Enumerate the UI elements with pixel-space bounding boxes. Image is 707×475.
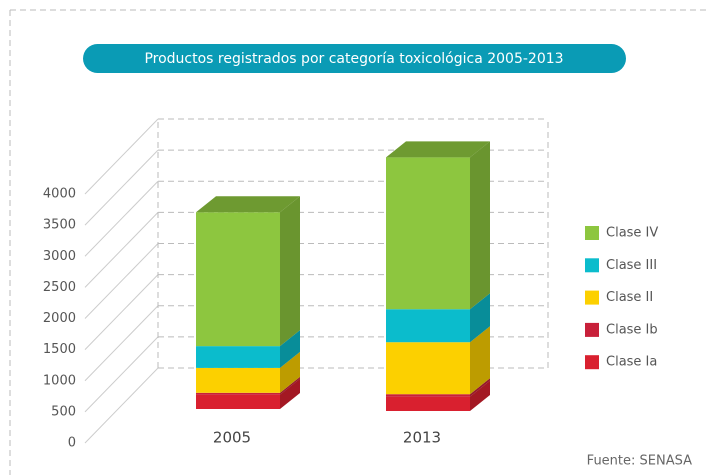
grid-diagonal [84, 212, 159, 288]
grid-diagonal [84, 305, 159, 382]
legend-swatch [585, 290, 599, 305]
bar-side [470, 380, 490, 411]
legend-label: Clase II [606, 290, 653, 305]
x-tick-label: 2005 [213, 429, 251, 447]
y-tick-label: 1500 [43, 342, 76, 357]
bar-segment [196, 346, 280, 368]
bar-side [470, 378, 490, 397]
legend-swatch [585, 322, 599, 337]
grid-diagonal [84, 243, 159, 319]
bar-segment [196, 392, 280, 395]
grid-diagonal [84, 149, 159, 226]
x-tick-label: 2013 [403, 429, 441, 447]
source: Fuente: SENASA [587, 454, 692, 469]
title-pill [83, 44, 626, 73]
bar-side [470, 293, 490, 343]
bar-side [280, 351, 300, 393]
grid-diagonal [84, 367, 159, 444]
y-tick-label: 0 [68, 436, 76, 451]
legend-swatch [585, 258, 599, 273]
bar-side [280, 330, 300, 368]
bar-segment [196, 394, 280, 409]
bar-side [280, 376, 300, 395]
y-tick-label: 2000 [43, 311, 76, 326]
y-tick-label: 3000 [43, 249, 76, 264]
grid-diagonal [84, 118, 159, 195]
chart-title: Productos registrados por categoría toxi… [144, 51, 563, 67]
y-tick-label: 500 [51, 404, 76, 419]
bar-segment [196, 367, 280, 393]
bar-segment [386, 342, 470, 395]
grid-diagonal [84, 180, 159, 257]
legend-label: Clase Ia [606, 355, 657, 370]
bar-top [196, 196, 300, 213]
y-tick-label: 4000 [43, 187, 76, 202]
legend-swatch [585, 355, 599, 370]
bar-side [280, 196, 300, 347]
bar-top [386, 141, 490, 158]
legend-label: Clase III [606, 258, 657, 273]
bar-segment [196, 212, 280, 347]
bar-segment [386, 157, 470, 310]
grid-diagonal [84, 336, 159, 413]
bar-side [470, 141, 490, 310]
legend-swatch [585, 226, 599, 240]
bar-segment [386, 396, 470, 411]
grid-diagonal [84, 274, 159, 350]
legend-label: Clase IV [606, 226, 658, 241]
bar-side [470, 326, 490, 395]
bar-segment [386, 394, 470, 397]
y-tick-label: 1000 [43, 373, 76, 388]
legend-label: Clase Ib [606, 322, 658, 337]
bar-segment [386, 309, 470, 343]
y-tick-label: 2500 [43, 280, 76, 295]
y-tick-label: 3500 [43, 218, 76, 233]
bar-side [280, 378, 300, 409]
